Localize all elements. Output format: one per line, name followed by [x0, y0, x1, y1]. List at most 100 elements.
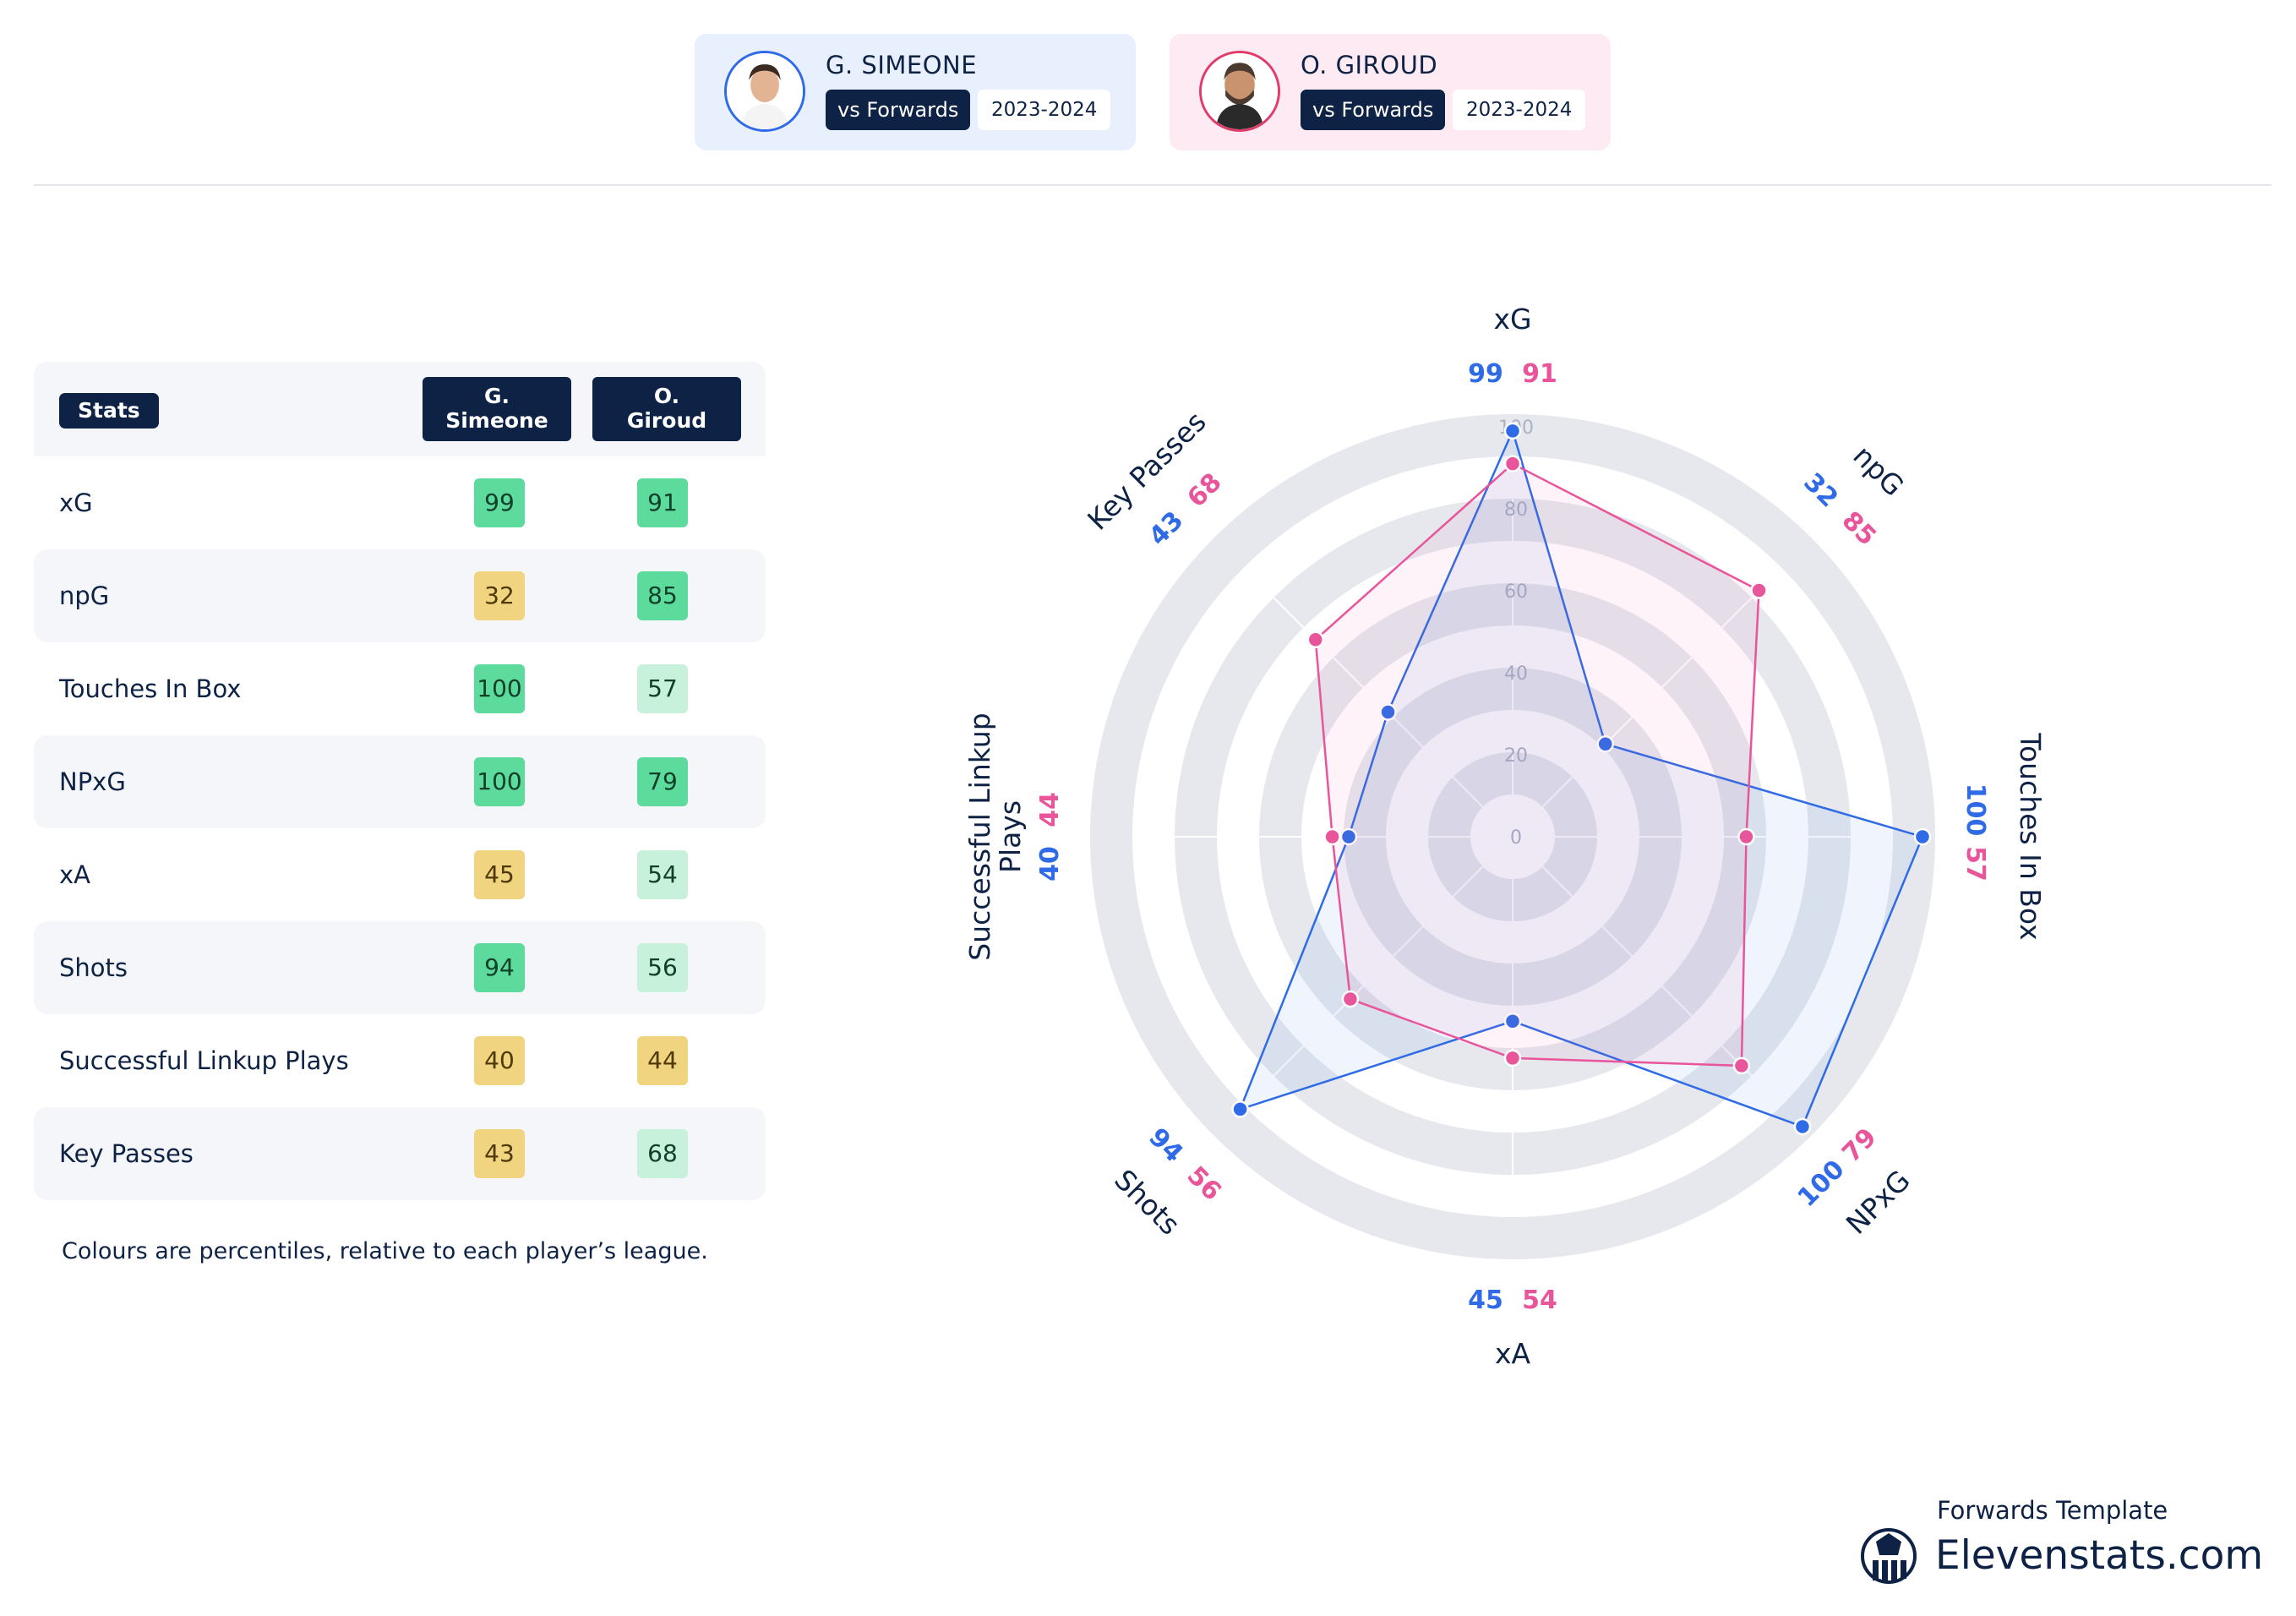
axis-label: NPxG — [1840, 1164, 1917, 1241]
series-value-label-1: 40 — [1035, 846, 1065, 882]
axis-label-group: Shots — [1108, 1163, 1186, 1242]
axis-label: Successful Linkup — [963, 712, 996, 960]
axis-label: Key Passes — [1081, 405, 1212, 536]
axis-label: Touches In Box — [2014, 732, 2047, 940]
season-badge[interactable]: 2023-2024 — [978, 90, 1111, 130]
table-row: Touches In Box 100 57 — [34, 642, 766, 735]
giroud-percentile: 54 — [637, 850, 688, 899]
series-value-label-1: 32 — [1797, 467, 1843, 513]
soccer-ball-logo-icon — [1861, 1528, 1917, 1584]
value-label-group: 40 44 — [1035, 792, 1065, 882]
axis-label-group: xG — [1493, 303, 1531, 336]
player-card-simeone[interactable]: G. SIMEONE vs Forwards 2023-2024 — [695, 34, 1136, 150]
series-point-1 — [1793, 1117, 1812, 1136]
series-value-label-2: 44 — [1035, 792, 1065, 827]
stat-label: Key Passes — [59, 1139, 194, 1168]
radial-tick-label: 80 — [1504, 500, 1528, 521]
player-name: G. SIMEONE — [826, 51, 978, 79]
stat-label: npG — [59, 581, 110, 610]
series-value-label-2: 79 — [1836, 1122, 1882, 1168]
axis-label-group: Touches In Box — [2014, 732, 2047, 940]
stats-table-header: Stats G. Simeone O. Giroud — [34, 362, 766, 456]
series-point-2 — [1323, 827, 1341, 846]
radar-spoke — [1530, 854, 1759, 1083]
series-value-label-1: 100 — [1792, 1155, 1851, 1213]
table-row: Key Passes 43 68 — [34, 1107, 766, 1200]
simeone-percentile: 99 — [474, 478, 525, 527]
brand-name: Elevenstats.com — [1935, 1532, 2264, 1579]
axis-label: xG — [1493, 303, 1531, 336]
axis-label-group: xA — [1495, 1337, 1531, 1370]
series-value-label-1: 100 — [1961, 783, 1990, 837]
radial-tick-label: 40 — [1504, 663, 1528, 685]
stat-label: Shots — [59, 953, 128, 982]
player-face-icon — [727, 53, 803, 129]
series-value-label-2: 68 — [1181, 467, 1227, 513]
series-point-1 — [1596, 735, 1614, 753]
series-point-2 — [1306, 631, 1325, 649]
series-value-label-1: 99 — [1468, 359, 1503, 389]
series-value-label-2: 91 — [1522, 359, 1557, 389]
player-avatar — [1199, 51, 1280, 132]
series-point-1 — [1379, 703, 1397, 721]
player-face-icon — [1202, 53, 1278, 129]
value-label-group: 99 91 — [1468, 359, 1557, 389]
series-value-label-1: 43 — [1143, 505, 1189, 551]
series-point-2 — [1503, 1049, 1522, 1067]
table-row: xA 45 54 — [34, 828, 766, 921]
axis-label: Plays — [994, 800, 1027, 873]
table-row: Successful Linkup Plays 40 44 — [34, 1014, 766, 1107]
player-name: O. GIROUD — [1301, 51, 1438, 79]
giroud-percentile: 56 — [637, 943, 688, 992]
series-point-1 — [1339, 827, 1358, 846]
radar-spoke — [1267, 854, 1496, 1083]
table-row: npG 32 85 — [34, 549, 766, 642]
giroud-percentile: 91 — [637, 478, 688, 527]
table-row: Shots 94 56 — [34, 921, 766, 1014]
series-point-2 — [1732, 1056, 1751, 1075]
stats-table-body: xG 99 91 npG 32 85 Touches In Box 100 57 NPxG 100 7… — [34, 456, 766, 1200]
column-header-simeone: G. Simeone — [423, 377, 571, 441]
series-point-1 — [1503, 422, 1522, 440]
series-point-2 — [1750, 581, 1768, 599]
simeone-percentile: 45 — [474, 850, 525, 899]
table-row: xG 99 91 — [34, 456, 766, 549]
comparison-group-badge[interactable]: vs Forwards — [1301, 90, 1446, 130]
series-value-label-2: 85 — [1836, 505, 1882, 551]
stats-header-label: Stats — [59, 393, 159, 429]
axis-label: npG — [1846, 439, 1910, 502]
simeone-percentile: 43 — [474, 1129, 525, 1178]
radial-tick-label: 60 — [1504, 581, 1528, 603]
series-value-label-2: 56 — [1181, 1160, 1227, 1206]
giroud-percentile: 57 — [637, 664, 688, 713]
radial-tick-label: 0 — [1510, 827, 1522, 849]
series-point-2 — [1737, 827, 1755, 846]
stat-label: xA — [59, 860, 91, 889]
stats-table: Stats G. Simeone O. Giroud xG 99 91 npG 32 85… — [34, 362, 766, 1200]
simeone-percentile: 100 — [474, 664, 525, 713]
simeone-percentile: 40 — [474, 1036, 525, 1085]
series-value-label-2: 54 — [1522, 1286, 1557, 1315]
series-value-label-2: 57 — [1961, 846, 1990, 882]
player-card-giroud[interactable]: O. GIROUD vs Forwards 2023-2024 — [1170, 34, 1611, 150]
season-badge[interactable]: 2023-2024 — [1453, 90, 1586, 130]
series-value-label-1: 94 — [1143, 1122, 1188, 1168]
comparison-group-badge[interactable]: vs Forwards — [826, 90, 971, 130]
column-header-giroud: O. Giroud — [592, 377, 741, 441]
radial-tick-label: 20 — [1504, 745, 1528, 767]
giroud-percentile: 44 — [637, 1036, 688, 1085]
table-row: NPxG 100 79 — [34, 735, 766, 828]
stat-label: Successful Linkup Plays — [59, 1046, 349, 1075]
series-point-1 — [1913, 827, 1932, 846]
axis-label-group: NPxG — [1840, 1164, 1917, 1241]
radar-spoke — [1267, 591, 1496, 820]
axis-label: Shots — [1108, 1163, 1186, 1242]
series-point-1 — [1503, 1013, 1522, 1030]
series-point-2 — [1503, 455, 1522, 472]
stat-label: NPxG — [59, 767, 126, 796]
simeone-percentile: 94 — [474, 943, 525, 992]
axis-label: xA — [1495, 1337, 1531, 1370]
player-avatar — [724, 51, 805, 132]
